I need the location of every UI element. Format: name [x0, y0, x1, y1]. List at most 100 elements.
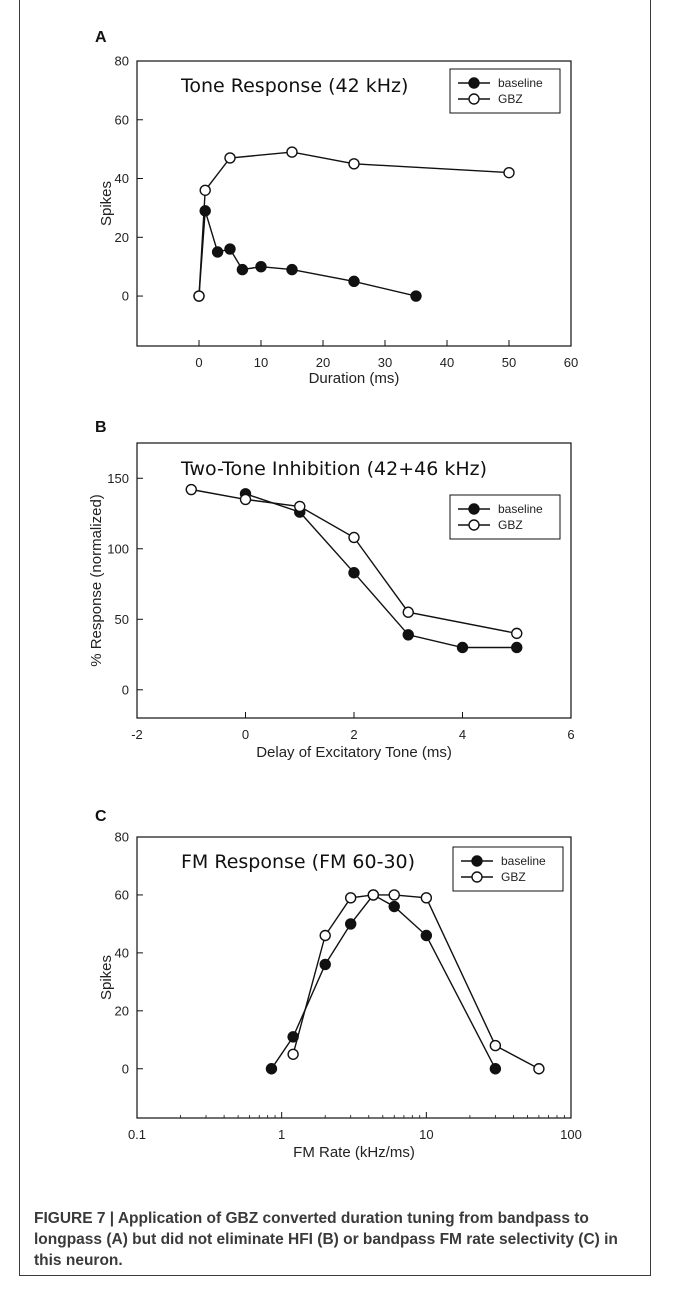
panel-b-gbz-point — [402, 606, 414, 618]
panel-c-ytick-label: 40 — [115, 945, 129, 960]
panel-c-baseline-point — [265, 1063, 278, 1075]
panel-b-xtick-label: 6 — [567, 727, 574, 742]
panel-a-legend-gbz-label: GBZ — [498, 92, 523, 106]
panel-a-gbz-point — [348, 158, 360, 170]
panel-b-gbz-point — [239, 493, 252, 506]
panel-c-baseline-point — [420, 929, 433, 942]
panel-c-ytick-label: 80 — [115, 830, 129, 845]
panel-b-baseline-point — [402, 629, 414, 641]
panel-a-gbz-point — [193, 290, 205, 302]
panel-c-gbz-point — [489, 1039, 502, 1052]
panel-c-xtick-label: 100 — [560, 1127, 582, 1142]
panel-b-letter: B — [95, 419, 107, 436]
panel-a-xtick-label: 40 — [440, 355, 454, 370]
panel-b-y-axis-label: % Response (normalized) — [88, 494, 105, 667]
panel-c-xtick-label: 0.1 — [128, 1127, 146, 1142]
panel-b-title: Two-Tone Inhibition (42+46 kHz) — [180, 458, 487, 480]
panel-c-gbz-point — [388, 889, 400, 901]
panel-c-letter: C — [95, 808, 107, 825]
panel-b-x-axis-label: Delay of Excitatory Tone (ms) — [256, 744, 452, 761]
panel-c-legend-gbz-marker — [471, 871, 483, 883]
panel-b-legend-baseline-label: baseline — [498, 502, 543, 516]
panel-c-ytick-label: 60 — [115, 887, 129, 902]
panel-b-xtick-label: 4 — [459, 727, 466, 742]
panel-a-baseline-point — [255, 260, 267, 273]
panel-c-x-axis-label: FM Rate (kHz/ms) — [293, 1144, 415, 1161]
panel-b-legend-gbz-label: GBZ — [498, 518, 523, 532]
panel-b-ytick-label: 50 — [115, 612, 129, 627]
panel-a-xtick-label: 60 — [564, 355, 578, 370]
panel-a-xtick-label: 20 — [316, 355, 330, 370]
panel-a-xtick-label: 30 — [378, 355, 392, 370]
panel-c-legend-baseline-marker — [471, 855, 483, 867]
panel-a-legend-baseline-label: baseline — [498, 76, 543, 90]
panel-c-gbz-point — [533, 1063, 545, 1075]
panel-a-legend-gbz-marker — [468, 93, 480, 105]
panel-b-xtick-label: -2 — [131, 727, 143, 742]
panel-c-y-axis-label: Spikes — [98, 955, 115, 1000]
panel-c-legend-gbz-label: GBZ — [501, 870, 526, 884]
panel-b-legend-gbz-marker — [468, 519, 480, 531]
panel-b-legend-box — [449, 494, 561, 540]
panel-a-baseline-point — [224, 243, 236, 255]
panel-a-title: Tone Response (42 kHz) — [180, 75, 408, 97]
panel-c-gbz-point — [420, 892, 433, 904]
panel-b-gbz-point — [348, 531, 360, 544]
panel-b-baseline-point — [348, 567, 360, 579]
panel-c-xtick-label: 10 — [419, 1127, 433, 1142]
figure-caption: FIGURE 7 | Application of GBZ converted … — [34, 1210, 618, 1269]
panel-a-plot-frame — [136, 60, 572, 347]
panel-b-baseline-point — [456, 641, 469, 654]
panel-a-x-axis-label: Duration (ms) — [309, 370, 400, 387]
panel-a-gbz-point — [286, 146, 298, 158]
panel-a-baseline-point — [211, 246, 224, 258]
panel-c-legend-box — [452, 846, 564, 892]
panel-a-legend-baseline-marker — [468, 77, 480, 89]
panel-c-legend-baseline-label: baseline — [501, 854, 546, 868]
panel-b-gbz-point — [511, 627, 523, 640]
panel-a-gbz-series-line — [198, 151, 510, 297]
panel-b-xtick-label: 2 — [350, 727, 357, 742]
panel-b-legend-baseline-marker — [468, 503, 480, 515]
panel-b-gbz-point — [294, 500, 306, 513]
panel-a-baseline-point — [236, 263, 249, 276]
panel-c-gbz-series-line — [292, 894, 540, 1070]
panel-a-y-axis-label: Spikes — [98, 181, 115, 226]
panel-b-xtick-label: 0 — [242, 727, 249, 742]
panel-c-baseline-series-line — [270, 893, 497, 1070]
panel-a-xtick-label: 10 — [254, 355, 268, 370]
panel-a-baseline-point — [199, 205, 211, 217]
panel-b-baseline-point — [511, 641, 523, 654]
panel-a-legend-box — [449, 68, 561, 114]
panel-c-plot-frame — [136, 836, 572, 1119]
panel-c-gbz-point — [344, 892, 357, 904]
panel-b-ytick-label: 100 — [107, 541, 129, 556]
panel-a-gbz-point — [199, 184, 211, 196]
panel-c-ytick-label: 0 — [122, 1061, 129, 1076]
panel-c-ytick-label: 20 — [115, 1003, 129, 1018]
panel-a-baseline-point — [348, 275, 360, 288]
panel-c-gbz-point — [367, 889, 380, 901]
panel-c-gbz-point — [319, 929, 331, 942]
panel-a-ytick-label: 20 — [115, 230, 129, 245]
panel-a-ytick-label: 0 — [122, 289, 129, 304]
panel-c-baseline-point — [344, 918, 357, 930]
panel-a-xtick-label: 0 — [195, 355, 202, 370]
figure-frame — [19, 0, 651, 1276]
panel-c-baseline-point — [489, 1063, 502, 1075]
panel-a-gbz-point — [224, 152, 236, 164]
panel-a-ytick-label: 80 — [115, 54, 129, 69]
panel-c-baseline-point — [388, 900, 400, 913]
panel-a-baseline-point — [286, 263, 298, 276]
panel-b-gbz-series-line — [191, 488, 517, 635]
panel-b-ytick-label: 0 — [122, 682, 129, 697]
panel-b-ytick-label: 150 — [107, 471, 129, 486]
panel-a-ytick-label: 40 — [115, 171, 129, 186]
panel-b-gbz-point — [185, 483, 197, 496]
panel-a-xtick-label: 50 — [502, 355, 516, 370]
panel-b-baseline-series-line — [245, 493, 517, 649]
panel-a-gbz-point — [503, 166, 515, 179]
panel-c-baseline-point — [319, 958, 331, 971]
panel-c-gbz-point — [287, 1048, 299, 1060]
